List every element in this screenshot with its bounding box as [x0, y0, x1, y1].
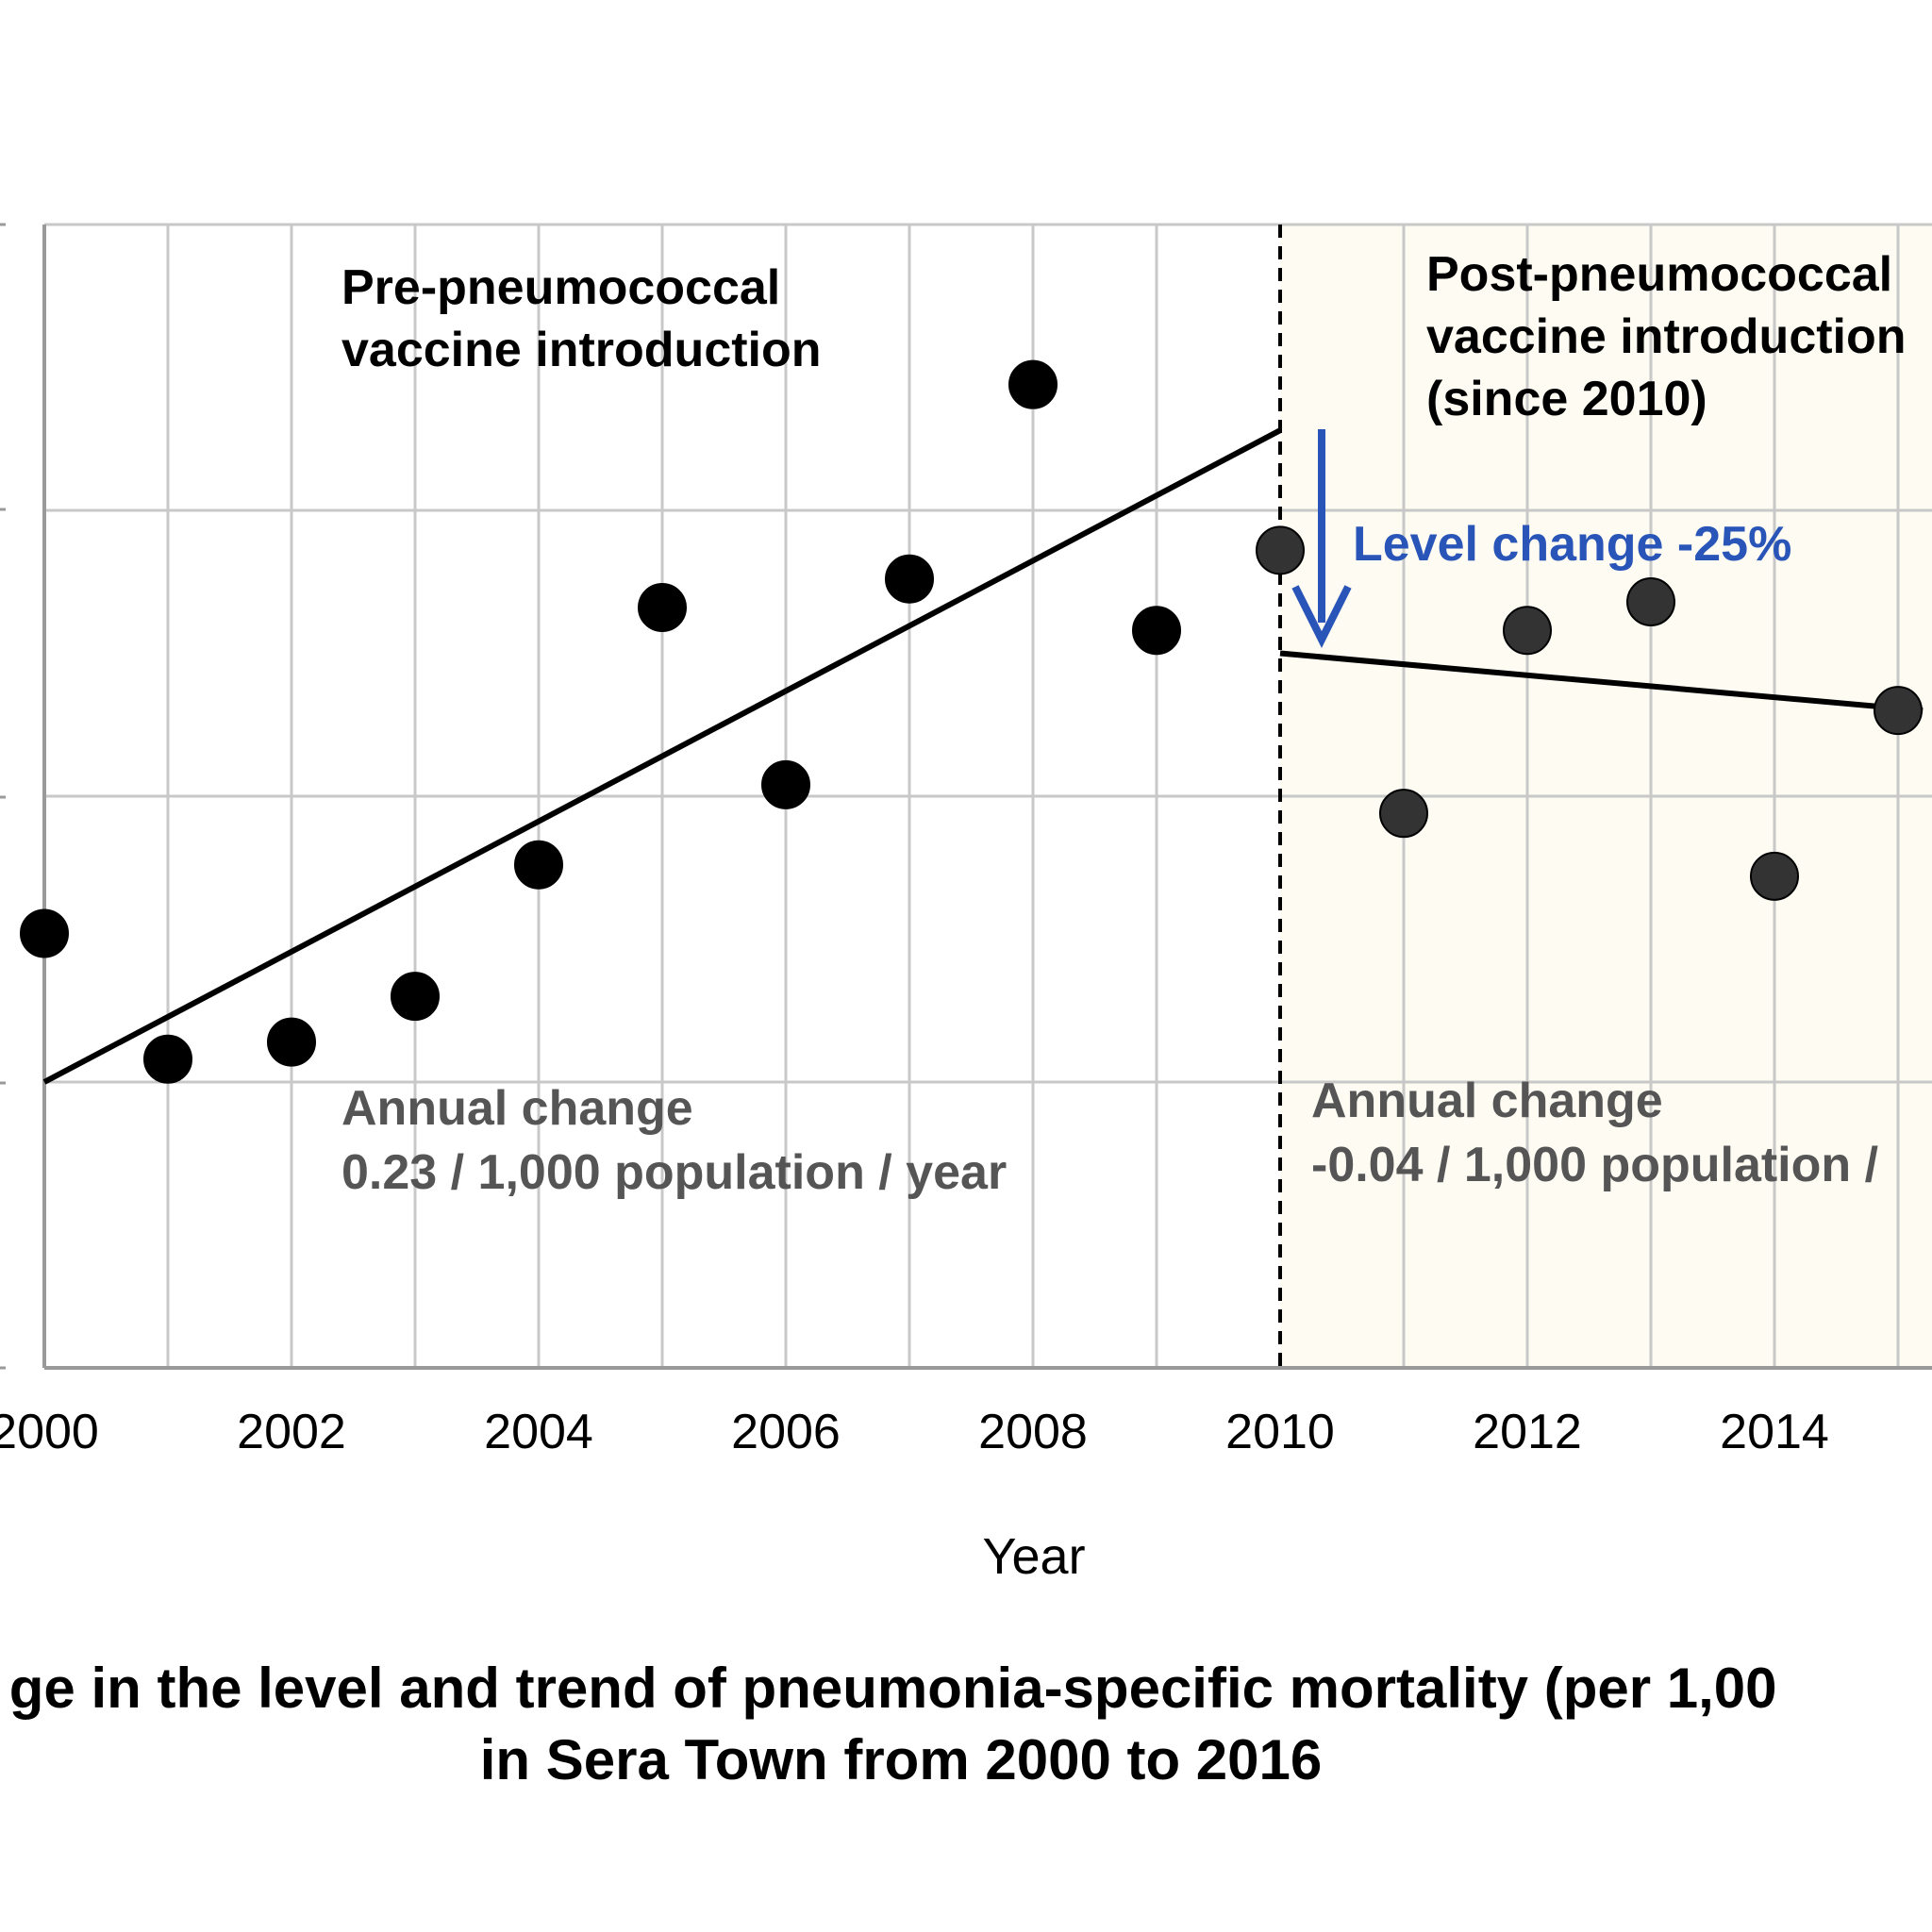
post-period-title-line-3: (since 2010)	[1426, 372, 1707, 426]
data-point-post-2012	[1503, 606, 1552, 656]
data-point-pre-2005	[638, 583, 687, 633]
data-point-post-2014	[1750, 851, 1799, 901]
figure-caption: ge in the level and trend of pneumonia-s…	[9, 1657, 1792, 1791]
x-tick-labels: 2000 2002 2004 2006 2008 2010 2012 2014	[0, 1405, 1829, 1459]
pre-annual-change: Annual change 0.23 / 1,000 population / …	[341, 1081, 1007, 1200]
x-tick-label-2000: 2000	[0, 1405, 99, 1459]
figure-caption-line-2: in Sera Town from 2000 to 2016	[480, 1728, 1323, 1791]
data-point-post-2010	[1256, 525, 1305, 575]
data-point-pre-2007	[885, 554, 934, 604]
data-point-post-2015	[1874, 686, 1923, 736]
pre-annual-change-line-2: 0.23 / 1,000 population / year	[341, 1145, 1007, 1200]
x-tick-label-2012: 2012	[1473, 1405, 1582, 1459]
pre-period-title-line-1: Pre-pneumococcal	[341, 260, 780, 315]
post-period-title-line-2: vaccine introduction	[1426, 309, 1907, 364]
x-tick-label-2006: 2006	[731, 1405, 841, 1459]
data-point-pre-2009	[1132, 606, 1181, 656]
trend-lines	[42, 427, 1924, 1085]
x-tick-label-2008: 2008	[978, 1405, 1088, 1459]
post-annual-change-line-2: -0.04 / 1,000 population /	[1311, 1138, 1878, 1192]
post-annual-change-line-1: Annual change	[1311, 1074, 1663, 1128]
x-tick-label-2010: 2010	[1225, 1405, 1335, 1459]
data-point-post-2013	[1626, 576, 1675, 626]
x-tick-label-2014: 2014	[1720, 1405, 1829, 1459]
data-points	[20, 359, 1923, 1084]
data-point-pre-2004	[514, 840, 563, 890]
post-period-title-line-1: Post-pneumococcal	[1426, 247, 1892, 302]
data-point-pre-2006	[761, 759, 810, 809]
pre-annual-change-line-1: Annual change	[341, 1081, 693, 1136]
data-point-post-2011	[1379, 789, 1428, 839]
x-axis-title: Year	[982, 1528, 1085, 1585]
trend-line-pre	[42, 427, 1282, 1085]
pre-period-title-line-2: vaccine introduction	[341, 323, 822, 377]
axes	[0, 223, 1932, 1370]
post-period-title: Post-pneumococcal vaccine introduction (…	[1426, 247, 1920, 426]
trend-line-post	[1279, 650, 1924, 714]
x-tick-label-2002: 2002	[237, 1405, 346, 1459]
level-change-label: Level change -25%	[1353, 517, 1791, 572]
figure-caption-line-1: ge in the level and trend of pneumonia-s…	[9, 1657, 1777, 1720]
x-tick-label-2004: 2004	[484, 1405, 593, 1459]
post-annual-change: Annual change -0.04 / 1,000 population /	[1311, 1074, 1878, 1192]
data-point-pre-2002	[267, 1017, 316, 1067]
level-change-arrow	[1291, 429, 1352, 648]
data-point-pre-2001	[143, 1034, 192, 1084]
data-point-pre-2003	[391, 972, 440, 1022]
pre-period-title: Pre-pneumococcal vaccine introduction	[341, 260, 822, 377]
data-point-pre-2008	[1008, 359, 1058, 409]
data-point-pre-2000	[20, 908, 69, 958]
